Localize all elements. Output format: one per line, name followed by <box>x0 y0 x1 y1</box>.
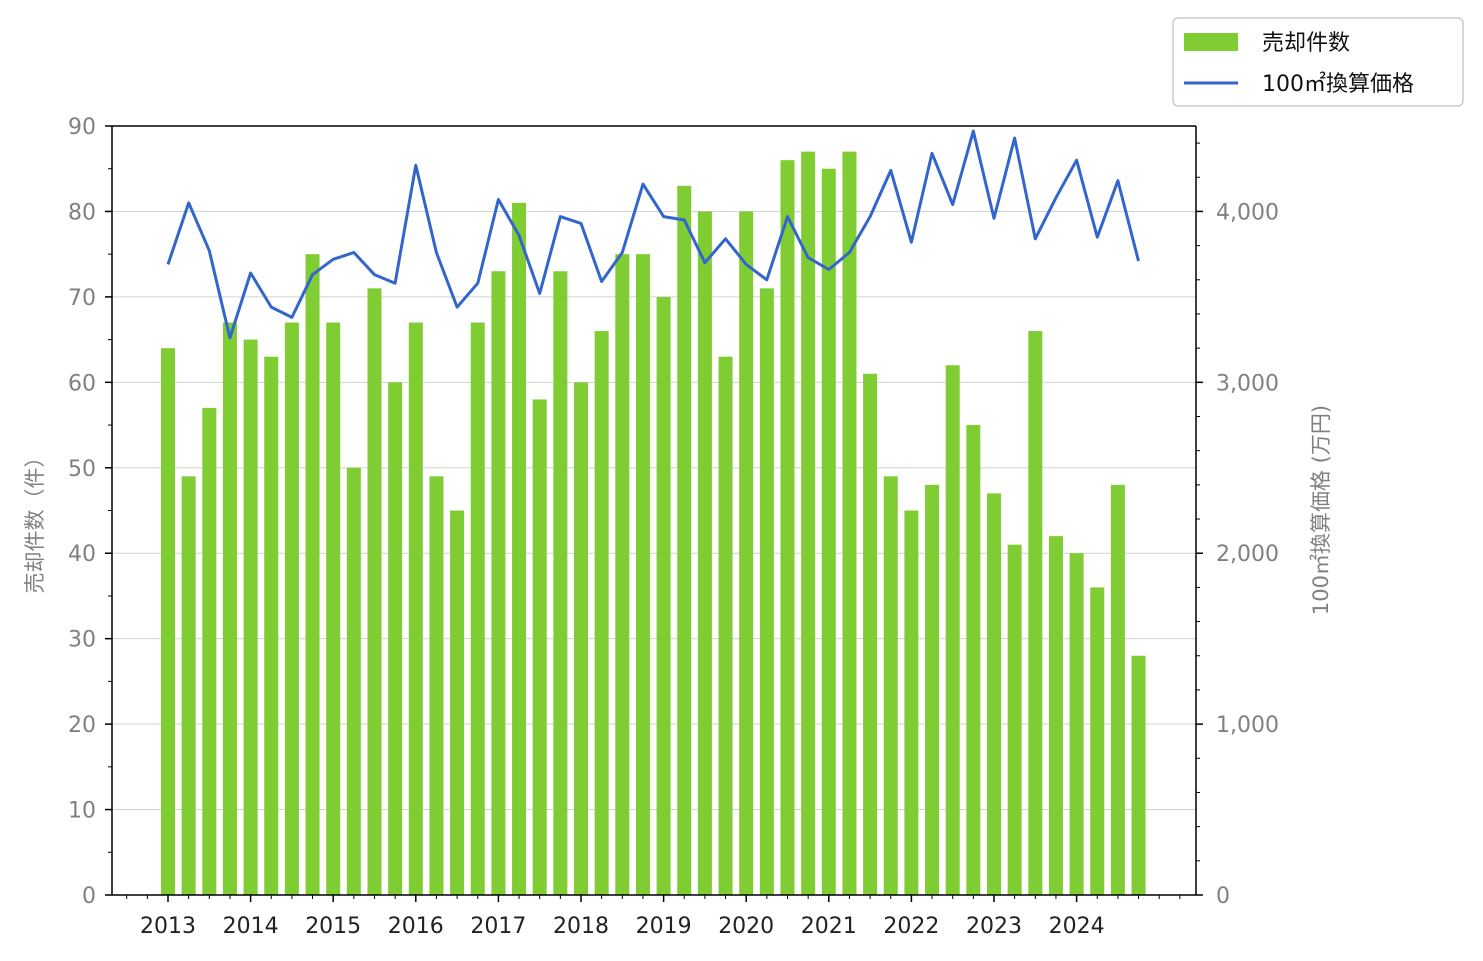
bar <box>987 493 1001 895</box>
bar <box>284 322 299 895</box>
x-tick-label: 2013 <box>140 914 196 939</box>
bar <box>1069 553 1084 895</box>
bar <box>801 151 816 896</box>
bar <box>780 160 795 895</box>
bar <box>264 356 279 895</box>
y-left-tick-label: 90 <box>68 115 96 140</box>
bar-series <box>161 151 1146 896</box>
bar <box>1090 587 1105 895</box>
bar <box>202 407 217 895</box>
bar <box>161 348 175 896</box>
bar <box>574 382 588 895</box>
bar <box>326 322 341 895</box>
bar <box>388 382 403 895</box>
bar <box>367 288 382 895</box>
y-right-tick-label: 1,000 <box>1216 713 1279 738</box>
bar <box>821 168 836 895</box>
bar <box>553 271 568 895</box>
bar <box>532 399 547 895</box>
x-tick-label: 2021 <box>801 914 857 939</box>
y-right-axis-title: 100㎡換算価格 (万円) <box>1309 405 1333 615</box>
bar <box>615 254 630 895</box>
bar <box>635 254 650 895</box>
price-line <box>166 129 1140 340</box>
bar <box>759 288 774 895</box>
bar <box>1048 536 1063 895</box>
bar <box>1028 331 1043 896</box>
bar <box>677 185 692 896</box>
bar <box>842 151 857 896</box>
legend-bar-swatch <box>1184 33 1238 51</box>
y-right-tick-label: 2,000 <box>1216 542 1279 567</box>
y-left-tick-label: 20 <box>68 713 96 738</box>
x-tick-label: 2022 <box>883 914 939 939</box>
line-series <box>166 129 1140 340</box>
bar <box>904 510 919 895</box>
bar <box>966 425 981 895</box>
x-tick-label: 2018 <box>553 914 609 939</box>
tick-labels: 0 10 20 30 40 50 60 70 80 90 0 1,000 2,000 3,000 4,000… <box>68 115 1279 939</box>
y-left-tick-label: 70 <box>68 286 96 311</box>
y-left-tick-label: 40 <box>68 542 96 567</box>
bar <box>429 476 444 895</box>
bar <box>697 211 712 895</box>
bar <box>181 476 196 895</box>
bar <box>346 467 361 895</box>
bar <box>491 271 506 895</box>
bar <box>243 339 258 896</box>
x-tick-label: 2019 <box>636 914 692 939</box>
legend-frame <box>1172 17 1464 107</box>
bar <box>739 211 754 895</box>
bar <box>470 322 485 895</box>
bar <box>1110 484 1125 895</box>
x-tick-label: 2017 <box>470 914 526 939</box>
bar <box>863 373 878 895</box>
y-left-tick-label: 50 <box>68 457 96 482</box>
bar <box>512 202 527 895</box>
x-tick-label: 2016 <box>388 914 444 939</box>
legend: 売却件数 100㎡換算価格 <box>1172 17 1464 107</box>
bar <box>222 322 237 895</box>
y-left-tick-label: 10 <box>68 799 96 824</box>
y-left-tick-label: 60 <box>68 371 96 396</box>
bar <box>1131 655 1146 895</box>
y-right-tick-label: 4,000 <box>1216 200 1279 225</box>
x-tick-label: 2024 <box>1049 914 1105 939</box>
x-tick-label: 2014 <box>223 914 279 939</box>
y-right-tick-label: 0 <box>1216 884 1230 909</box>
bar <box>450 510 465 895</box>
y-left-tick-label: 30 <box>68 628 96 653</box>
y-left-tick-label: 0 <box>82 884 96 909</box>
y-right-tick-label: 3,000 <box>1216 371 1279 396</box>
x-tick-label: 2023 <box>966 914 1022 939</box>
x-tick-label: 2020 <box>718 914 774 939</box>
bar <box>594 331 609 896</box>
x-tick-label: 2015 <box>305 914 361 939</box>
bar <box>305 254 320 895</box>
y-left-axis-title: 売却件数（件） <box>23 447 47 594</box>
bar <box>945 365 960 895</box>
bar <box>656 296 671 895</box>
y-left-tick-label: 80 <box>68 200 96 225</box>
bar <box>925 484 940 895</box>
bar <box>883 476 898 895</box>
axes <box>105 125 1203 902</box>
legend-bar-label: 売却件数 <box>1262 31 1350 56</box>
bar <box>718 356 733 895</box>
bar <box>1007 544 1022 895</box>
legend-line-label: 100㎡換算価格 <box>1262 71 1414 97</box>
bar <box>408 322 423 895</box>
